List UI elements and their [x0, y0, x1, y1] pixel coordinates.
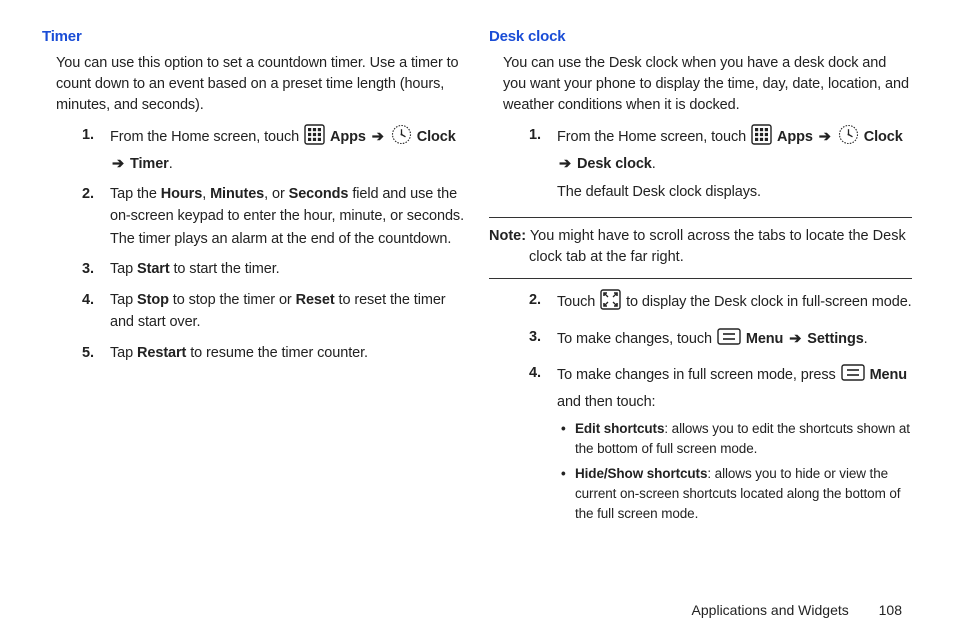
menu-icon	[841, 362, 865, 390]
step-number: 1.	[82, 124, 94, 146]
note-label: Note:	[489, 228, 526, 244]
desk-clock-steps-b: 2. Touch to display the Desk clock in fu…	[529, 289, 912, 523]
step-number: 1.	[529, 124, 541, 146]
timer-heading: Timer	[42, 28, 465, 45]
period: .	[652, 156, 656, 172]
step-text: and then touch:	[557, 394, 655, 410]
timer-intro: You can use this option to set a countdo…	[56, 53, 465, 116]
step-text: From the Home screen, touch	[110, 129, 303, 145]
desk-clock-label: Desk clock	[577, 156, 652, 172]
bullet-hide-show-shortcuts: Hide/Show shortcuts: allows you to hide …	[561, 464, 912, 523]
note-block: Note: You might have to scroll across th…	[489, 217, 912, 279]
step-text: to resume the timer counter.	[186, 345, 368, 361]
period: .	[169, 156, 173, 172]
step-number: 5.	[82, 342, 94, 364]
desk-step-3: 3. To make changes, touch Menu ➔ Setting…	[529, 326, 912, 354]
stop-label: Stop	[137, 292, 169, 308]
desk-step-1-sub: The default Desk clock displays.	[557, 181, 912, 203]
menu-icon	[717, 326, 741, 354]
arrow-icon: ➔	[789, 331, 801, 347]
arrow-icon: ➔	[819, 129, 831, 145]
timer-steps: 1. From the Home screen, touch Apps ➔ Cl…	[82, 124, 465, 364]
timer-step-2: 2. Tap the Hours, Minutes, or Seconds fi…	[82, 183, 465, 250]
bullet-head: Hide/Show shortcuts	[575, 466, 707, 481]
note-body: You might have to scroll across the tabs…	[526, 228, 906, 265]
step-text: ,	[202, 186, 210, 202]
menu-label: Menu	[870, 367, 907, 383]
apps-label: Apps	[330, 129, 366, 145]
left-column: Timer You can use this option to set a c…	[42, 28, 465, 523]
apps-icon	[751, 124, 772, 152]
arrow-icon: ➔	[559, 156, 571, 172]
apps-label: Apps	[777, 129, 813, 145]
desk-step-2: 2. Touch to display the Desk clock in fu…	[529, 289, 912, 317]
page-footer: Applications and Widgets 108	[692, 602, 902, 618]
step-4-bullets: Edit shortcuts: allows you to edit the s…	[561, 419, 912, 523]
bullet-edit-shortcuts: Edit shortcuts: allows you to edit the s…	[561, 419, 912, 458]
step-text: Touch	[557, 294, 599, 310]
timer-step-4: 4. Tap Stop to stop the timer or Reset t…	[82, 289, 465, 334]
step-text: Tap	[110, 292, 137, 308]
step-text: To make changes in full screen mode, pre…	[557, 367, 840, 383]
right-column: Desk clock You can use the Desk clock wh…	[489, 28, 912, 523]
arrow-icon: ➔	[372, 129, 384, 145]
seconds-label: Seconds	[289, 186, 349, 202]
step-number: 4.	[529, 362, 541, 384]
step-text: , or	[264, 186, 288, 202]
clock-icon	[838, 124, 859, 152]
fullscreen-icon	[600, 289, 621, 317]
start-label: Start	[137, 261, 170, 277]
step-text: to start the timer.	[170, 261, 280, 277]
period: .	[864, 331, 868, 347]
clock-icon	[391, 124, 412, 152]
apps-icon	[304, 124, 325, 152]
arrow-icon: ➔	[112, 156, 124, 172]
step-text: Tap the	[110, 186, 161, 202]
settings-label: Settings	[807, 331, 863, 347]
step-number: 2.	[82, 183, 94, 205]
minutes-label: Minutes	[210, 186, 264, 202]
page-number: 108	[879, 602, 902, 618]
timer-step-1: 1. From the Home screen, touch Apps ➔ Cl…	[82, 124, 465, 175]
step-number: 4.	[82, 289, 94, 311]
timer-label: Timer	[130, 156, 169, 172]
step-number: 2.	[529, 289, 541, 311]
chapter-name: Applications and Widgets	[692, 602, 849, 618]
step-number: 3.	[82, 258, 94, 280]
desk-clock-heading: Desk clock	[489, 28, 912, 45]
step-text: From the Home screen, touch	[557, 129, 750, 145]
clock-label: Clock	[417, 129, 456, 145]
step-text: Tap	[110, 345, 137, 361]
hours-label: Hours	[161, 186, 202, 202]
step-text: to display the Desk clock in full-screen…	[626, 294, 912, 310]
step-text: to stop the timer or	[169, 292, 296, 308]
step-number: 3.	[529, 326, 541, 348]
menu-label: Menu	[746, 331, 783, 347]
timer-step-5: 5. Tap Restart to resume the timer count…	[82, 342, 465, 364]
desk-clock-steps-a: 1. From the Home screen, touch Apps ➔ Cl…	[529, 124, 912, 203]
desk-clock-intro: You can use the Desk clock when you have…	[503, 53, 912, 116]
bullet-head: Edit shortcuts	[575, 421, 664, 436]
reset-label: Reset	[296, 292, 335, 308]
desk-step-4: 4. To make changes in full screen mode, …	[529, 362, 912, 523]
manual-page: Timer You can use this option to set a c…	[0, 0, 954, 523]
timer-step-3: 3. Tap Start to start the timer.	[82, 258, 465, 280]
restart-label: Restart	[137, 345, 186, 361]
step-text: Tap	[110, 261, 137, 277]
clock-label: Clock	[864, 129, 903, 145]
step-text: To make changes, touch	[557, 331, 716, 347]
desk-step-1: 1. From the Home screen, touch Apps ➔ Cl…	[529, 124, 912, 203]
